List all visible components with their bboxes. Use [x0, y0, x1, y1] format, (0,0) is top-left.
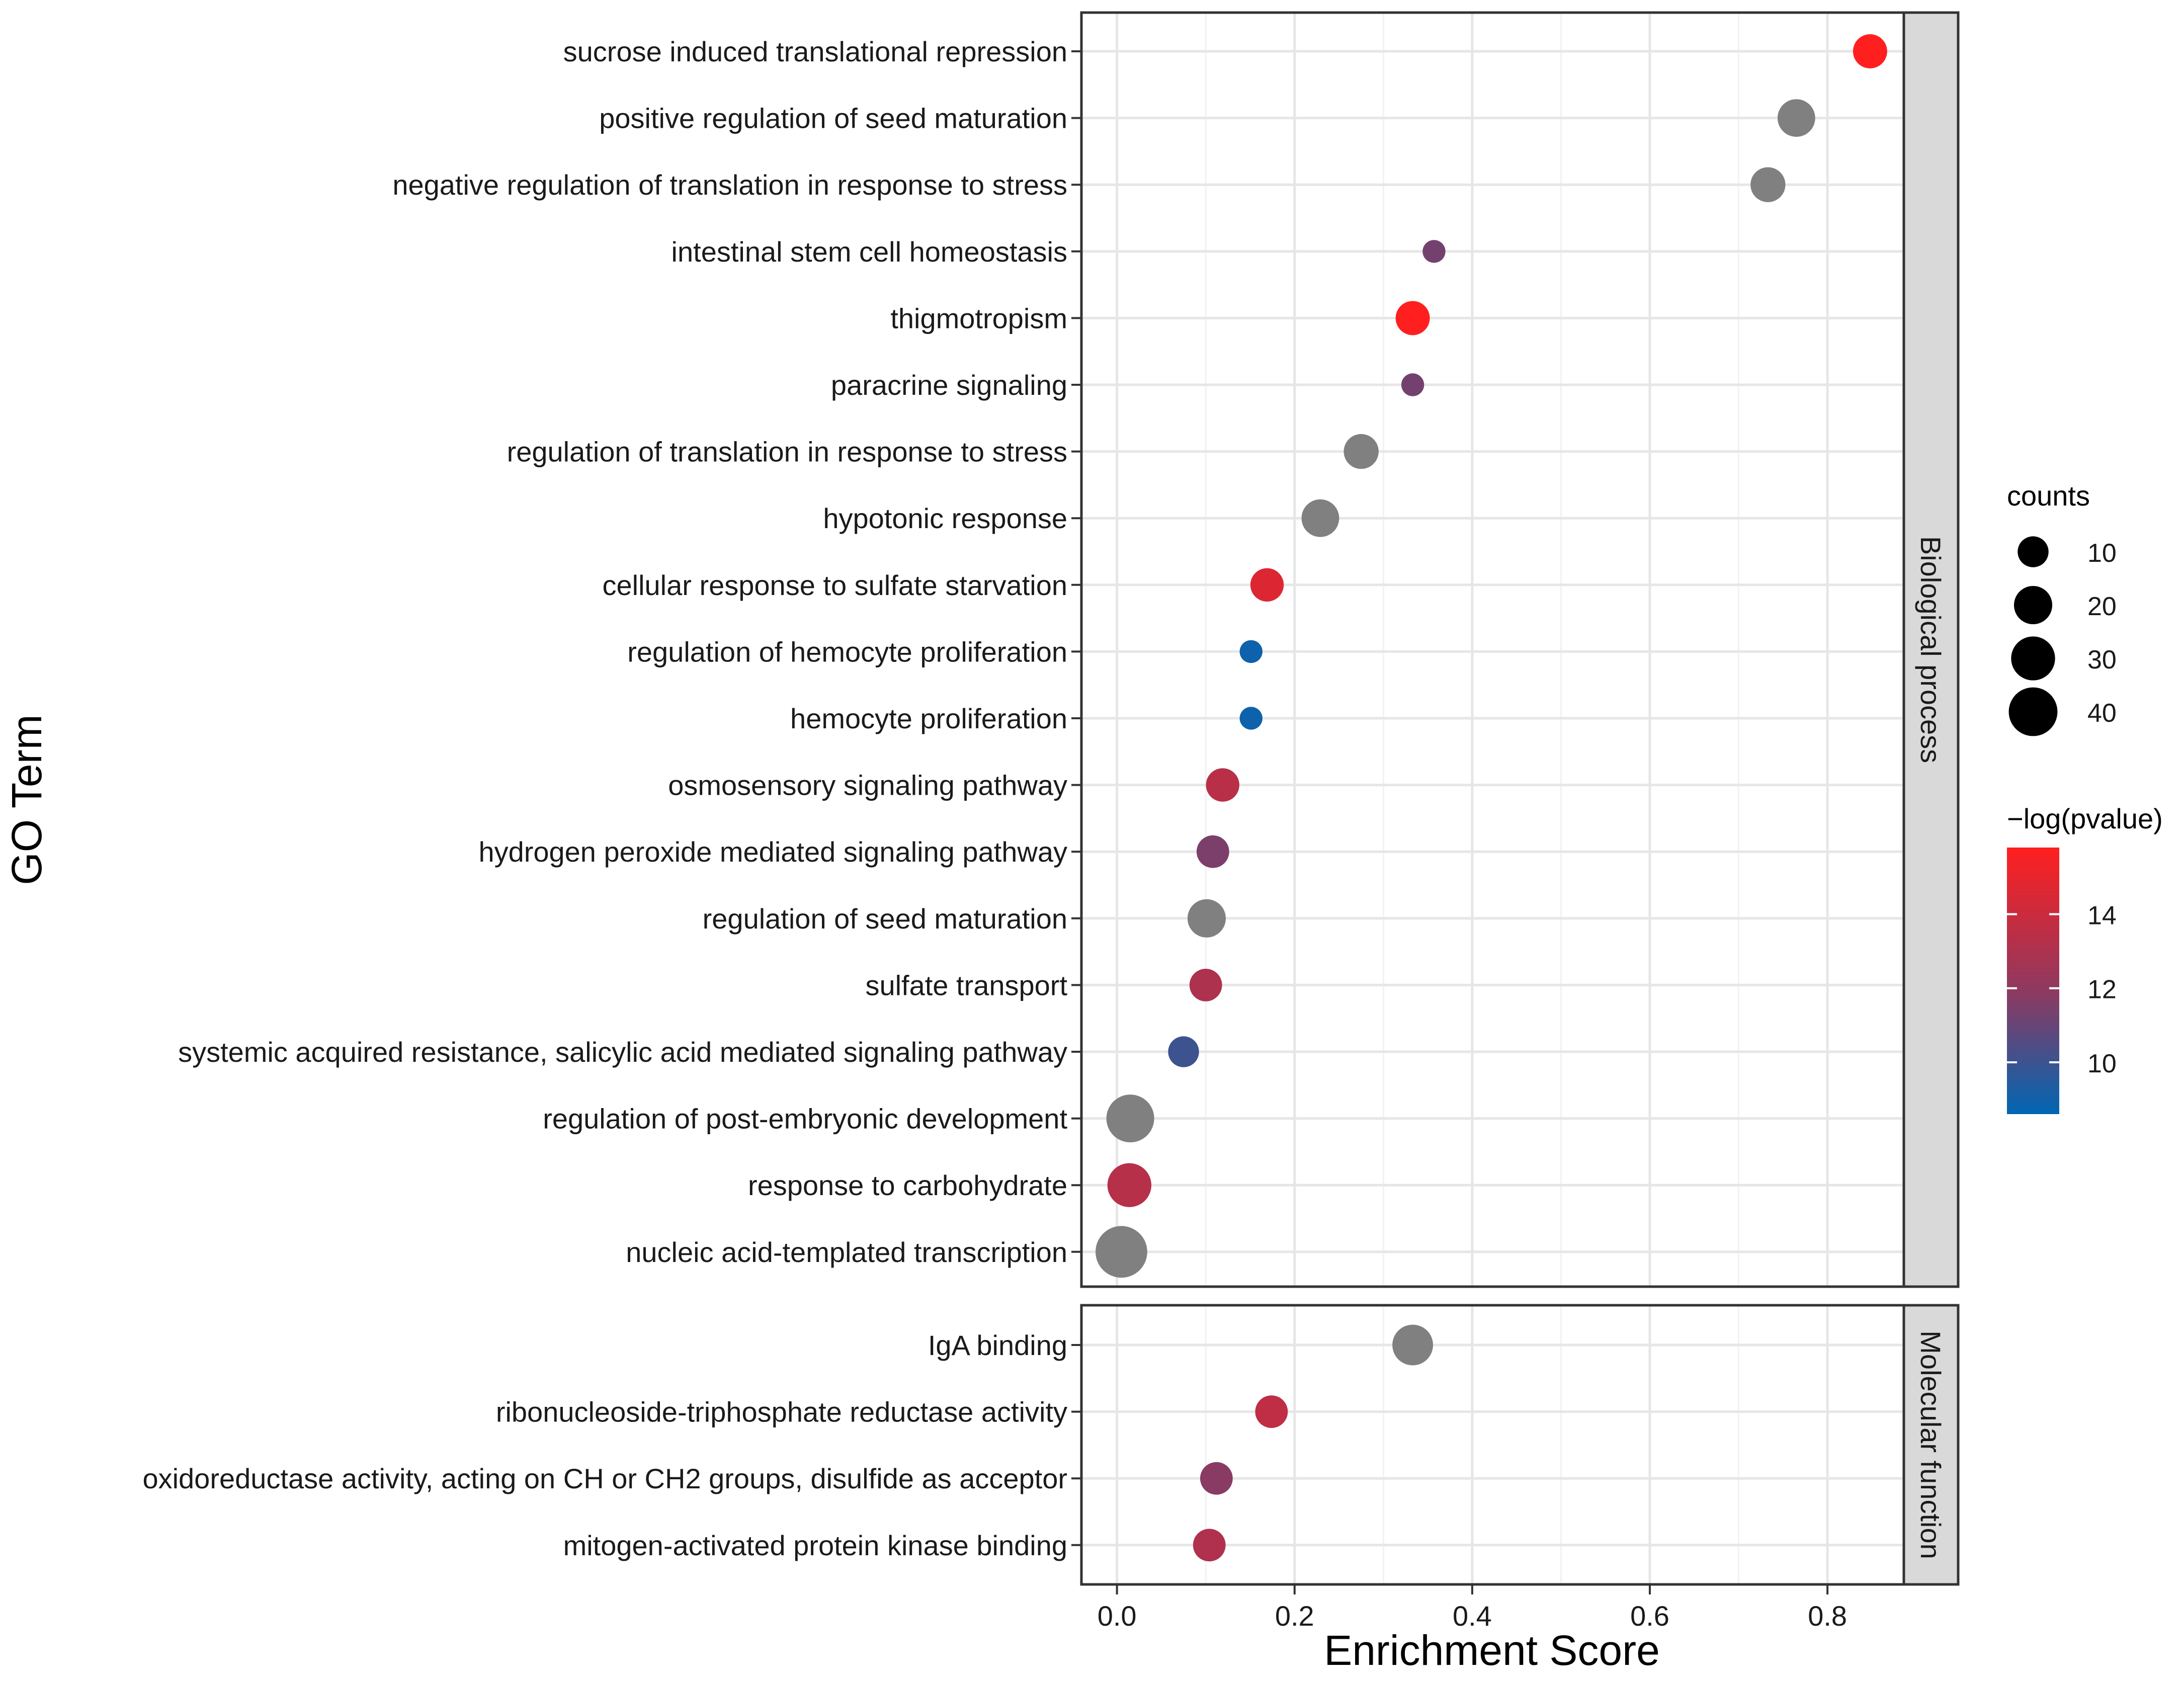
size-legend-key	[2013, 585, 2053, 625]
y-tick-label: regulation of hemocyte proliferation	[627, 636, 1067, 667]
y-tick-label: paracrine signaling	[831, 369, 1067, 401]
y-tick-label: intestinal stem cell homeostasis	[671, 236, 1067, 268]
data-point	[1107, 1163, 1152, 1207]
panels-layer: sucrose induced translational repression…	[142, 11, 1960, 1586]
size-legend-title: counts	[2007, 480, 2090, 512]
color-legend-label: 10	[2087, 1049, 2117, 1078]
x-tick-label: 0.6	[1630, 1600, 1669, 1632]
y-tick-label: sulfate transport	[865, 969, 1067, 1001]
data-point	[1187, 899, 1226, 938]
facet-strip-label: Molecular function	[1915, 1330, 1947, 1559]
facet-strip	[1902, 1304, 1960, 1586]
y-tick-label: response to carbohydrate	[748, 1169, 1067, 1201]
x-axis: 0.0 0.2 0.4 0.6 0.8	[1098, 1584, 1847, 1632]
data-point	[1206, 768, 1239, 802]
size-legend-key	[2008, 687, 2058, 736]
size-legend-label: 40	[2087, 699, 2117, 728]
color-legend-label: 12	[2087, 975, 2117, 1004]
y-tick-label: hypotonic response	[823, 502, 1067, 534]
size-legend-key	[2018, 536, 2049, 567]
y-tick-label: hydrogen peroxide mediated signaling pat…	[478, 836, 1067, 868]
data-point	[1250, 568, 1284, 602]
data-point	[1853, 34, 1887, 68]
panel-molecular-function: IgA binding ribonucleoside-triphosphate r…	[142, 1304, 1960, 1586]
size-legend: counts 10 20 30 40	[2007, 480, 2117, 736]
y-tick-label: ribonucleoside-triphosphate reductase ac…	[496, 1396, 1067, 1428]
facet-strip-label: Biological process	[1915, 536, 1947, 763]
data-point	[1301, 499, 1339, 537]
y-tick-label: thigmotropism	[890, 302, 1067, 334]
data-point	[1106, 1095, 1154, 1143]
color-legend-label: 14	[2087, 901, 2117, 931]
size-legend-label: 20	[2087, 592, 2117, 621]
data-point	[1189, 969, 1222, 1001]
data-point	[1750, 167, 1786, 202]
y-tick-label: nucleic acid-templated transcription	[626, 1236, 1067, 1268]
size-legend-label: 10	[2087, 539, 2117, 568]
data-point	[1096, 1226, 1147, 1278]
y-tick-label: regulation of translation in response to…	[507, 436, 1067, 468]
data-point	[1239, 707, 1263, 730]
size-legend-key	[2011, 636, 2055, 681]
y-tick-label: systemic acquired resistance, salicylic …	[178, 1036, 1067, 1068]
data-point	[1395, 301, 1430, 335]
data-point	[1777, 99, 1815, 137]
y-tick-label: regulation of post-embryonic development	[543, 1103, 1067, 1135]
y-tick-label: sucrose induced translational repression	[563, 36, 1067, 67]
data-point	[1343, 434, 1379, 469]
color-legend-title: −log(pvalue)	[2007, 803, 2163, 834]
y-tick-label: osmosensory signaling pathway	[668, 770, 1067, 801]
y-tick-label: hemocyte proliferation	[790, 703, 1067, 734]
panel-border	[1080, 11, 1905, 1288]
x-tick-label: 0.4	[1453, 1600, 1492, 1632]
data-point	[1200, 1462, 1233, 1495]
x-tick-label: 0.2	[1275, 1600, 1314, 1632]
y-tick-label: IgA binding	[928, 1329, 1067, 1361]
data-point	[1239, 640, 1263, 663]
data-point	[1196, 835, 1229, 868]
y-tick-label: positive regulation of seed maturation	[599, 103, 1067, 134]
data-point	[1401, 373, 1424, 396]
y-tick-label: oxidoreductase activity, acting on CH or…	[142, 1463, 1067, 1494]
y-axis-title: GO Term	[3, 714, 50, 885]
panel-biological-process: sucrose induced translational repression…	[178, 11, 1960, 1288]
size-legend-label: 30	[2087, 645, 2117, 675]
data-point	[1255, 1395, 1288, 1428]
y-tick-label: mitogen-activated protein kinase binding	[563, 1530, 1067, 1561]
color-legend: −log(pvalue) 10 12 14	[2007, 803, 2163, 1114]
color-legend-bar	[2007, 848, 2059, 1114]
x-tick-label: 0.0	[1098, 1600, 1137, 1632]
data-point	[1193, 1529, 1226, 1562]
y-tick-label: cellular response to sulfate starvation	[603, 569, 1068, 601]
data-point	[1392, 1324, 1434, 1366]
facet-strip	[1902, 11, 1960, 1288]
data-point	[1168, 1036, 1199, 1067]
y-tick-label: negative regulation of translation in re…	[392, 169, 1067, 201]
data-point	[1422, 240, 1446, 263]
x-tick-label: 0.8	[1808, 1600, 1847, 1632]
x-axis-title: Enrichment Score	[1324, 1627, 1660, 1674]
y-tick-label: regulation of seed maturation	[703, 903, 1067, 935]
